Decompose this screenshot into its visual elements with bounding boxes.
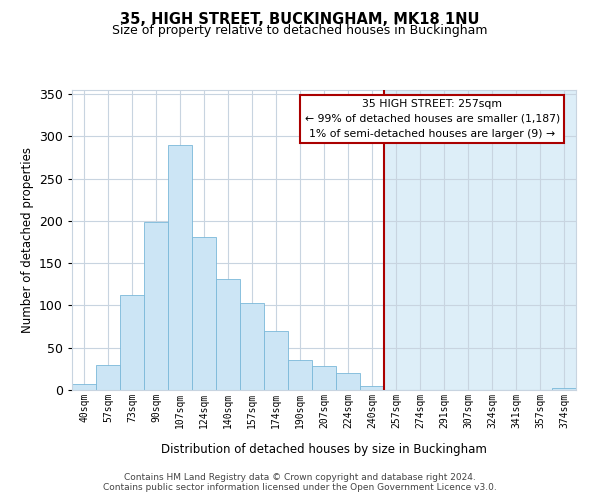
Bar — [96, 366, 120, 390]
Bar — [312, 366, 336, 390]
Text: 35, HIGH STREET, BUCKINGHAM, MK18 1NU: 35, HIGH STREET, BUCKINGHAM, MK18 1NU — [120, 12, 480, 28]
Bar — [168, 145, 192, 390]
Bar — [192, 237, 216, 390]
Bar — [552, 388, 576, 390]
Text: Size of property relative to detached houses in Buckingham: Size of property relative to detached ho… — [112, 24, 488, 37]
Bar — [72, 384, 96, 390]
Bar — [360, 386, 384, 390]
Y-axis label: Number of detached properties: Number of detached properties — [20, 147, 34, 333]
Bar — [216, 280, 240, 390]
Text: 35 HIGH STREET: 257sqm
← 99% of detached houses are smaller (1,187)
1% of semi-d: 35 HIGH STREET: 257sqm ← 99% of detached… — [305, 99, 560, 138]
Bar — [120, 296, 144, 390]
Bar — [144, 222, 168, 390]
Text: Contains public sector information licensed under the Open Government Licence v3: Contains public sector information licen… — [103, 484, 497, 492]
Bar — [240, 303, 264, 390]
Bar — [384, 90, 576, 390]
Bar — [288, 360, 312, 390]
Text: Contains HM Land Registry data © Crown copyright and database right 2024.: Contains HM Land Registry data © Crown c… — [124, 472, 476, 482]
Bar — [336, 373, 360, 390]
Bar — [264, 331, 288, 390]
Text: Distribution of detached houses by size in Buckingham: Distribution of detached houses by size … — [161, 442, 487, 456]
